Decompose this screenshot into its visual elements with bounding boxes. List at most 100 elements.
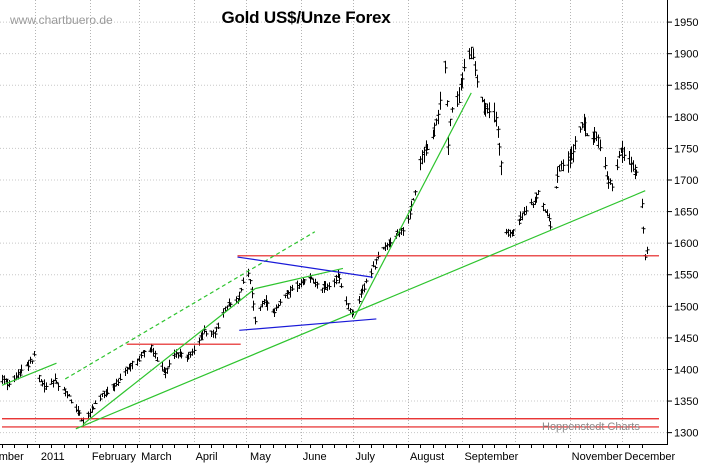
price-bar xyxy=(471,48,476,60)
y-tick-label: 1400 xyxy=(674,364,698,376)
price-bar xyxy=(67,394,72,397)
price-bar xyxy=(139,351,144,359)
x-tick-label: December xyxy=(624,451,675,463)
price-bar xyxy=(56,383,61,391)
watermark-text: www.chartbuero.de xyxy=(10,13,113,27)
price-bar xyxy=(557,164,562,172)
y-tick-label: 1600 xyxy=(674,238,698,250)
x-tick-label: July xyxy=(355,451,375,463)
price-bar xyxy=(69,399,74,404)
x-tick-label: mber xyxy=(0,451,24,463)
price-bar xyxy=(554,186,559,189)
price-bar xyxy=(462,58,467,72)
price-bar xyxy=(200,329,205,340)
price-bar xyxy=(445,100,450,107)
trendline-may-july-support xyxy=(254,267,344,290)
trendline-support-mid xyxy=(82,288,256,425)
chart-title: Gold US$/Unze Forex xyxy=(221,8,391,27)
price-bar xyxy=(603,157,608,170)
y-tick-label: 1300 xyxy=(674,428,698,440)
price-bar xyxy=(610,183,615,192)
price-bar xyxy=(278,298,283,305)
trendline-channel-small xyxy=(1,362,57,386)
price-bar xyxy=(18,370,23,377)
price-bar xyxy=(459,78,464,91)
price-bar xyxy=(573,136,578,150)
price-bar xyxy=(241,277,246,284)
price-bar xyxy=(634,169,639,176)
price-bar xyxy=(517,218,522,226)
price-bar xyxy=(272,308,277,318)
price-bar xyxy=(237,291,242,301)
price-bar xyxy=(336,269,341,278)
price-bar xyxy=(28,356,33,364)
price-bar xyxy=(98,394,103,402)
price-bar xyxy=(26,360,31,371)
price-bar xyxy=(37,374,42,383)
price-bar xyxy=(561,159,566,172)
price-bar xyxy=(116,378,121,386)
price-bar xyxy=(388,237,393,248)
price-bar xyxy=(373,265,378,270)
x-tick-label: June xyxy=(303,451,327,463)
price-bar xyxy=(475,74,480,88)
y-tick-label: 1350 xyxy=(674,396,698,408)
price-bar xyxy=(571,144,576,163)
price-bar xyxy=(524,205,529,214)
price-bar xyxy=(142,349,147,358)
trendline-support-steep xyxy=(352,92,472,320)
price-bar xyxy=(239,287,244,292)
price-bar xyxy=(54,380,59,384)
price-bar xyxy=(469,46,474,60)
price-bar xyxy=(497,142,502,156)
x-tick-label: August xyxy=(410,451,444,463)
price-bar xyxy=(348,307,353,314)
x-tick-label: 2011 xyxy=(41,451,65,463)
price-bar xyxy=(541,202,546,212)
price-bar xyxy=(596,134,601,148)
y-tick-label: 1700 xyxy=(674,175,698,187)
price-bar xyxy=(555,166,560,183)
price-bar xyxy=(585,133,590,137)
price-bar xyxy=(499,160,504,176)
price-bar xyxy=(548,220,553,230)
price-bar xyxy=(246,268,251,278)
price-bar xyxy=(337,274,342,284)
price-bar xyxy=(339,283,344,289)
price-bar xyxy=(640,198,645,209)
trendline-support-long xyxy=(75,190,646,430)
price-bar xyxy=(216,322,221,329)
price-bar xyxy=(276,303,281,308)
price-bar xyxy=(457,87,462,104)
price-bar xyxy=(105,386,110,396)
x-tick-label: March xyxy=(141,451,172,463)
price-bar xyxy=(443,60,448,74)
price-bar xyxy=(179,351,184,359)
price-bar xyxy=(436,109,441,125)
price-bar xyxy=(487,102,492,119)
price-bar xyxy=(155,357,160,362)
price-bar xyxy=(617,150,622,159)
price-bar xyxy=(290,284,295,291)
price-bar xyxy=(438,91,443,110)
price-bar xyxy=(446,136,451,155)
price-bar xyxy=(364,278,369,284)
price-bar xyxy=(248,279,253,285)
price-bar xyxy=(7,380,12,388)
price-bar xyxy=(250,286,255,299)
price-bar xyxy=(137,355,142,362)
price-bar xyxy=(473,61,478,77)
price-bar xyxy=(362,283,367,293)
price-bar xyxy=(346,303,351,310)
x-tick-label: May xyxy=(250,451,271,463)
price-bar xyxy=(357,295,362,304)
price-bar xyxy=(455,91,460,107)
price-bar xyxy=(529,198,534,205)
chart-credit: Hoppenstedt Charts xyxy=(542,421,640,433)
price-bar xyxy=(496,126,501,138)
price-bar xyxy=(302,278,307,285)
price-bar xyxy=(622,146,627,161)
price-bar xyxy=(547,213,552,222)
price-bar xyxy=(44,382,49,391)
